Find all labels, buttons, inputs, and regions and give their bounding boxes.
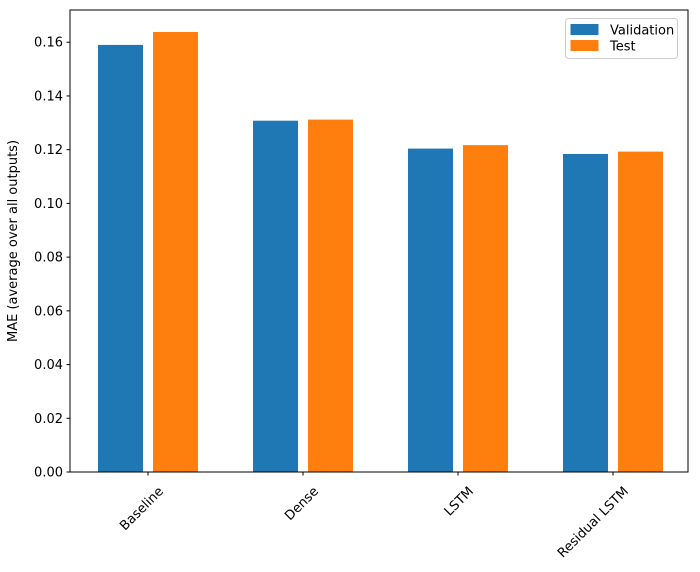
bar-validation-residual-lstm	[563, 154, 608, 472]
y-tick-label: 0.00	[34, 466, 63, 481]
bar-test-baseline	[153, 32, 198, 472]
y-tick-label: 0.04	[34, 358, 63, 373]
y-tick-label: 0.08	[34, 251, 63, 266]
x-tick-label-residual-lstm: Residual LSTM	[555, 484, 632, 561]
legend-label-validation: Validation	[610, 24, 674, 39]
bar-validation-dense	[253, 120, 298, 472]
plot-area: 0.00 0.02 0.04 0.06 0.08 0.10 0.12 0.14 0.16 Base…	[34, 9, 689, 561]
legend-label-test: Test	[609, 40, 636, 55]
y-tick-label: 0.12	[34, 143, 63, 158]
x-tick-label-baseline: Baseline	[117, 484, 167, 534]
bar-validation-lstm	[408, 148, 453, 472]
bar-test-dense	[308, 119, 353, 472]
y-tick-label: 0.02	[34, 412, 63, 427]
y-tick-label: 0.06	[34, 304, 63, 319]
plot-frame	[69, 9, 689, 473]
x-tick-label-dense: Dense	[282, 484, 322, 524]
bar-test-residual-lstm	[618, 151, 663, 472]
bar-validation-baseline	[98, 44, 143, 473]
legend-swatch-test	[570, 40, 599, 51]
y-axis-label: MAE (average over all outputs)	[6, 140, 21, 342]
y-tick-label: 0.14	[34, 89, 63, 104]
legend-swatch-validation	[570, 24, 599, 35]
x-tick-label-lstm: LSTM	[442, 484, 477, 519]
y-tick-label: 0.16	[34, 36, 63, 51]
y-tick-label: 0.10	[34, 197, 63, 212]
legend: Validation Test	[565, 18, 678, 59]
bar-test-lstm	[463, 145, 508, 472]
